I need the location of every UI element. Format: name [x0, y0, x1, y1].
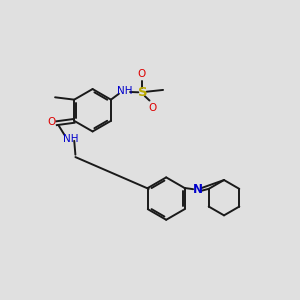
Text: NH: NH [117, 86, 133, 96]
Text: NH: NH [63, 134, 78, 143]
Text: O: O [138, 69, 146, 79]
Text: O: O [148, 103, 156, 112]
Text: S: S [138, 86, 147, 99]
Text: N: N [193, 183, 202, 196]
Text: O: O [48, 117, 56, 127]
